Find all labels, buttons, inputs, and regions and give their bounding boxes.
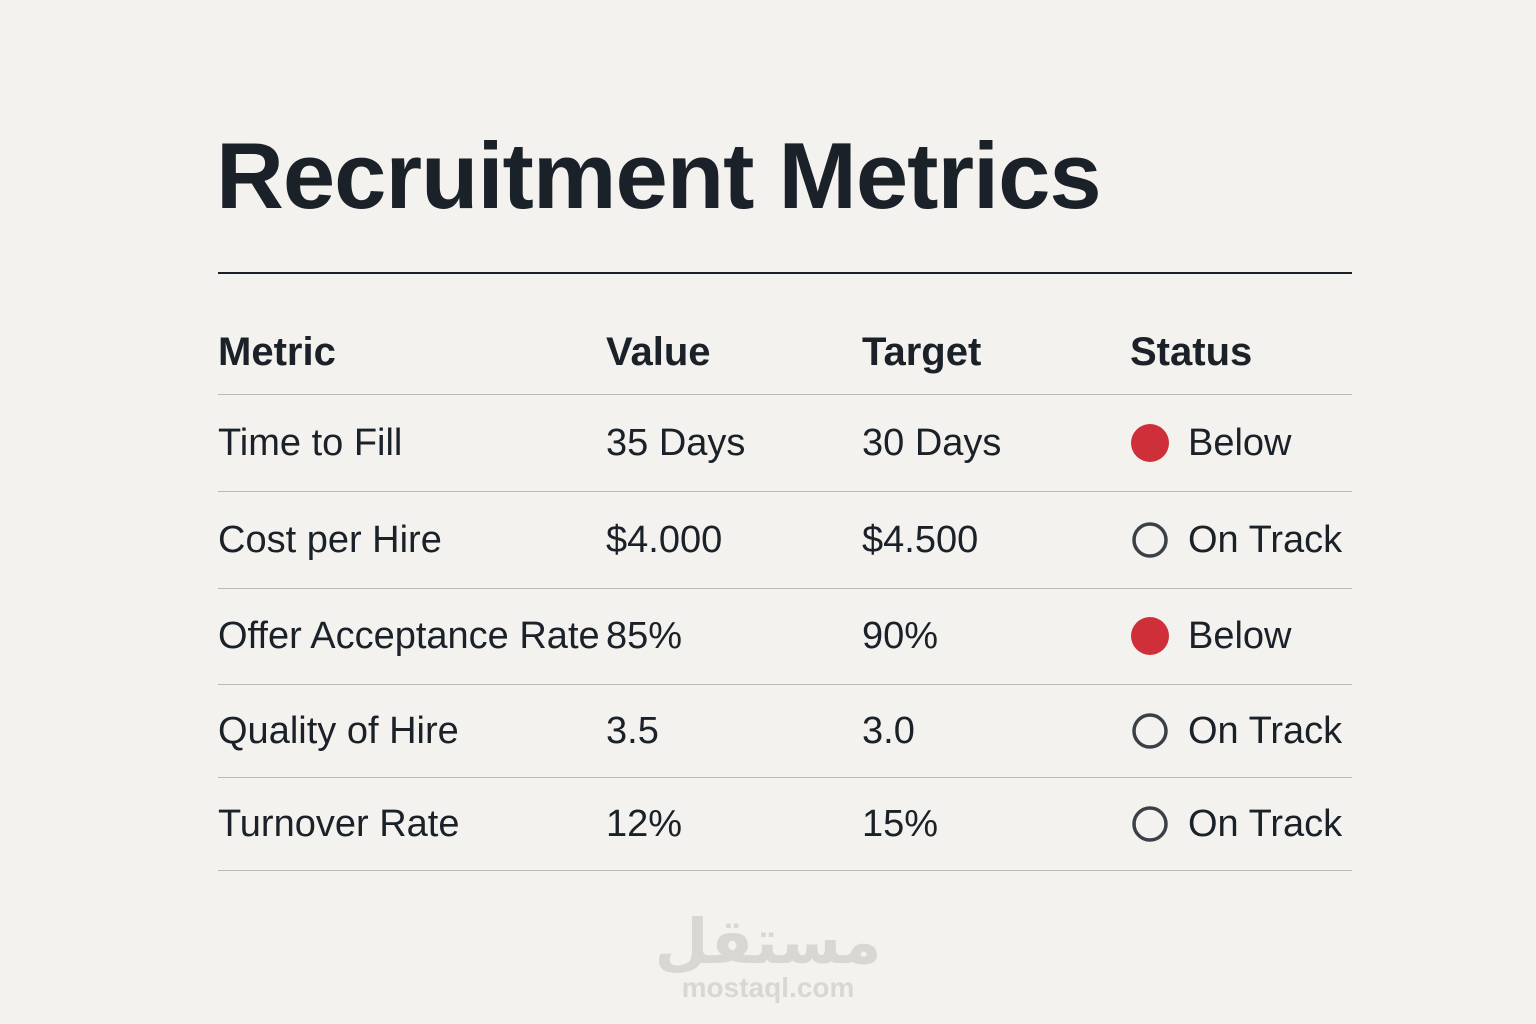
status-indicator (1132, 805, 1168, 842)
column-header: Target (862, 330, 982, 374)
target-cell: $4.500 (862, 518, 979, 561)
status-dot (1131, 423, 1169, 462)
row-separator (218, 870, 1352, 871)
title-rule (218, 272, 1352, 274)
value-cell: $4.000 (606, 518, 723, 561)
value-cell: 85% (606, 615, 683, 657)
column-header: Value (606, 330, 711, 374)
status-cell: On Track (1188, 709, 1343, 752)
row-separator (218, 684, 1352, 685)
metric-cell: Quality of Hire (218, 709, 459, 752)
status-dot (1132, 521, 1168, 558)
target-cell: 3.0 (862, 709, 915, 752)
row-separator (218, 588, 1352, 589)
column-header: Status (1130, 330, 1253, 374)
metric-cell: Time to Fill (218, 421, 403, 464)
status-cell: Below (1188, 421, 1292, 464)
value-cell: 12% (606, 802, 683, 845)
target-cell: 30 Days (862, 421, 1002, 464)
status-cell: On Track (1188, 518, 1343, 561)
row-separator (218, 491, 1352, 492)
status-indicator (1132, 712, 1168, 749)
column-header: Metric (218, 330, 336, 374)
value-cell: 35 Days (606, 421, 746, 464)
watermark-arabic: مستقل (654, 908, 882, 977)
status-cell: Below (1188, 615, 1292, 657)
status-indicator (1131, 617, 1169, 655)
metric-cell: Turnover Rate (218, 802, 460, 845)
title: Recruitment Metrics (216, 123, 1102, 228)
metric-cell: Offer Acceptance Rate (218, 615, 600, 657)
status-cell: On Track (1188, 802, 1343, 845)
row-separator (218, 394, 1352, 395)
metric-cell: Cost per Hire (218, 518, 442, 561)
status-dot (1131, 617, 1169, 655)
target-cell: 90% (862, 615, 939, 657)
status-dot (1132, 805, 1168, 842)
status-dot (1132, 712, 1168, 749)
watermark-latin: mostaql.com (681, 972, 855, 1003)
target-cell: 15% (862, 802, 939, 845)
status-indicator (1132, 521, 1168, 558)
value-cell: 3.5 (606, 709, 659, 752)
row-separator (218, 777, 1352, 778)
status-indicator (1131, 423, 1169, 462)
